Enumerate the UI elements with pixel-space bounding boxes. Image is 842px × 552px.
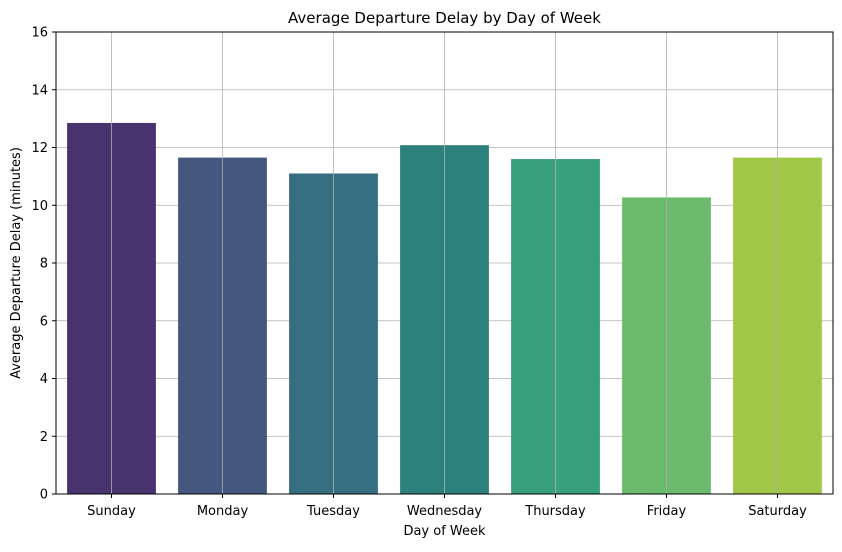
x-tick-label: Thursday [524,504,586,519]
x-axis-ticks: Sunday Monday Tuesday Wednesday Thursday Frid… [87,494,807,519]
y-tick-label: 16 [31,26,48,41]
y-tick-label: 6 [40,314,48,329]
y-tick-label: 14 [31,83,48,98]
x-tick-label: Monday [197,504,249,519]
x-tick-label: Tuesday [306,504,360,519]
y-tick-label: 2 [40,430,48,445]
y-tick-label: 4 [40,372,48,387]
y-tick-label: 0 [40,488,48,503]
chart-title: Average Departure Delay by Day of Week [288,9,601,27]
vertical-gridlines [111,32,778,494]
x-tick-label: Wednesday [407,504,483,519]
x-tick-label: Friday [647,504,687,519]
x-axis-label: Day of Week [403,524,486,539]
y-tick-label: 8 [40,257,48,272]
x-tick-label: Sunday [87,504,136,519]
y-tick-label: 10 [31,199,48,214]
y-axis-label: Average Departure Delay (minutes) [9,147,24,379]
y-axis-ticks: 0 2 4 6 8 10 12 14 16 [31,26,56,503]
y-tick-label: 12 [31,141,48,156]
x-tick-label: Saturday [748,504,807,519]
